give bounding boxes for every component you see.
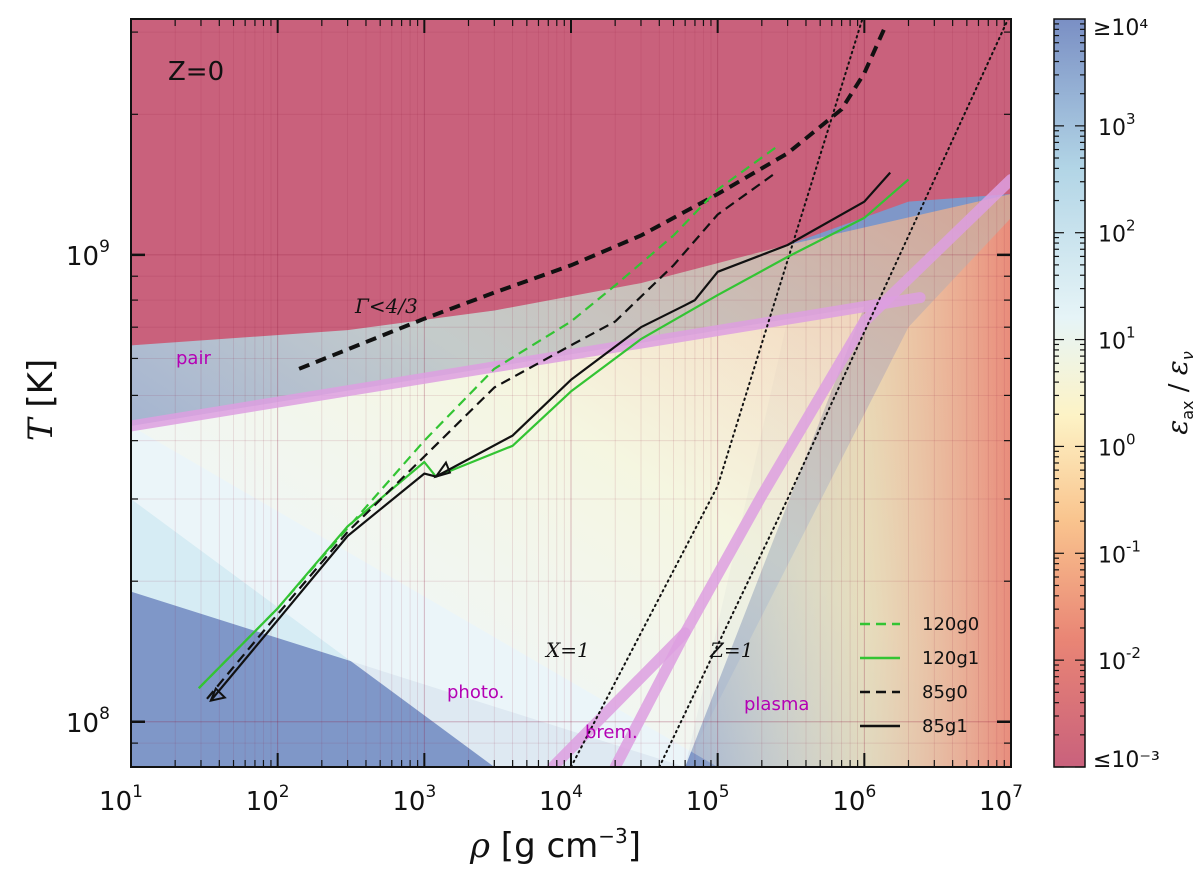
colorbar-min-label: ≤10⁻³ — [1093, 748, 1160, 773]
y-tick-label: 109 — [66, 237, 110, 272]
colorbar-title: εax / εν — [1161, 351, 1197, 435]
x-tick-label: 103 — [392, 782, 436, 817]
x-tick-label: 106 — [832, 782, 876, 817]
legend: 120g0 120g1 85g0 85g1 — [860, 614, 979, 737]
arrowhead-85g1 — [209, 686, 227, 702]
y-tick-label: 108 — [66, 704, 110, 739]
boundary-plasma — [547, 174, 1011, 767]
legend-label-120g0: 120g0 — [922, 614, 979, 635]
process-boundaries — [131, 174, 1011, 767]
label-gamma: Γ<4/3 — [354, 294, 418, 318]
x-tick-label: 105 — [686, 782, 730, 817]
colorbar-tick-label: 101 — [1098, 324, 1136, 355]
colorbar-tick-label: 103 — [1098, 110, 1136, 141]
dotted-x-1 — [570, 19, 864, 767]
y-axis-title: T [K] — [21, 359, 61, 441]
x-axis-ticks: 101 102 103 104 105 106 107 — [99, 19, 1023, 817]
x-tick-label: 101 — [99, 782, 143, 817]
series-120g1 — [198, 178, 910, 689]
boundary-brem — [609, 627, 691, 767]
track-start-arrows — [209, 460, 452, 702]
x-tick-label: 102 — [246, 782, 290, 817]
gamma-boundary — [298, 24, 888, 371]
reference-lines — [298, 19, 1010, 767]
label-x1: X=1 — [544, 638, 590, 662]
boundary-pair — [131, 292, 926, 432]
dotted-z-1 — [658, 19, 1010, 767]
panel-label: Z=0 — [168, 57, 224, 87]
x-axis-title: ρ [g cm−3] — [469, 824, 641, 866]
legend-label-85g0: 85g0 — [922, 682, 968, 703]
y-axis-ticks: 108 109 — [66, 31, 1011, 768]
colorbar-tick-label: 10-2 — [1098, 644, 1141, 675]
series-85g1 — [209, 171, 892, 702]
track-lines — [198, 146, 910, 702]
colorbar-gradient — [1053, 18, 1086, 768]
legend-label-120g1: 120g1 — [922, 648, 979, 669]
label-photo: photo. — [447, 682, 504, 703]
label-z1: Z=1 — [709, 638, 753, 662]
arrowhead-85g1-mid — [433, 460, 452, 479]
colorbar-max-label: ≥10⁴ — [1093, 16, 1148, 41]
x-tick-label: 104 — [539, 782, 583, 817]
colorbar: 103 102 101 100 10-1 10-2 ≥10⁴ ≤10⁻³ εax / εν — [1053, 16, 1197, 773]
label-pair: pair — [176, 348, 211, 369]
series-85g0 — [206, 171, 777, 700]
legend-label-85g1: 85g1 — [922, 716, 968, 737]
label-plasma: plasma — [744, 694, 809, 715]
label-brem: brem. — [585, 722, 638, 743]
colorbar-tick-label: 10-1 — [1098, 537, 1141, 568]
colorbar-tick-label: 100 — [1098, 430, 1136, 461]
x-tick-label: 107 — [979, 782, 1023, 817]
colorbar-tick-label: 102 — [1098, 217, 1136, 248]
